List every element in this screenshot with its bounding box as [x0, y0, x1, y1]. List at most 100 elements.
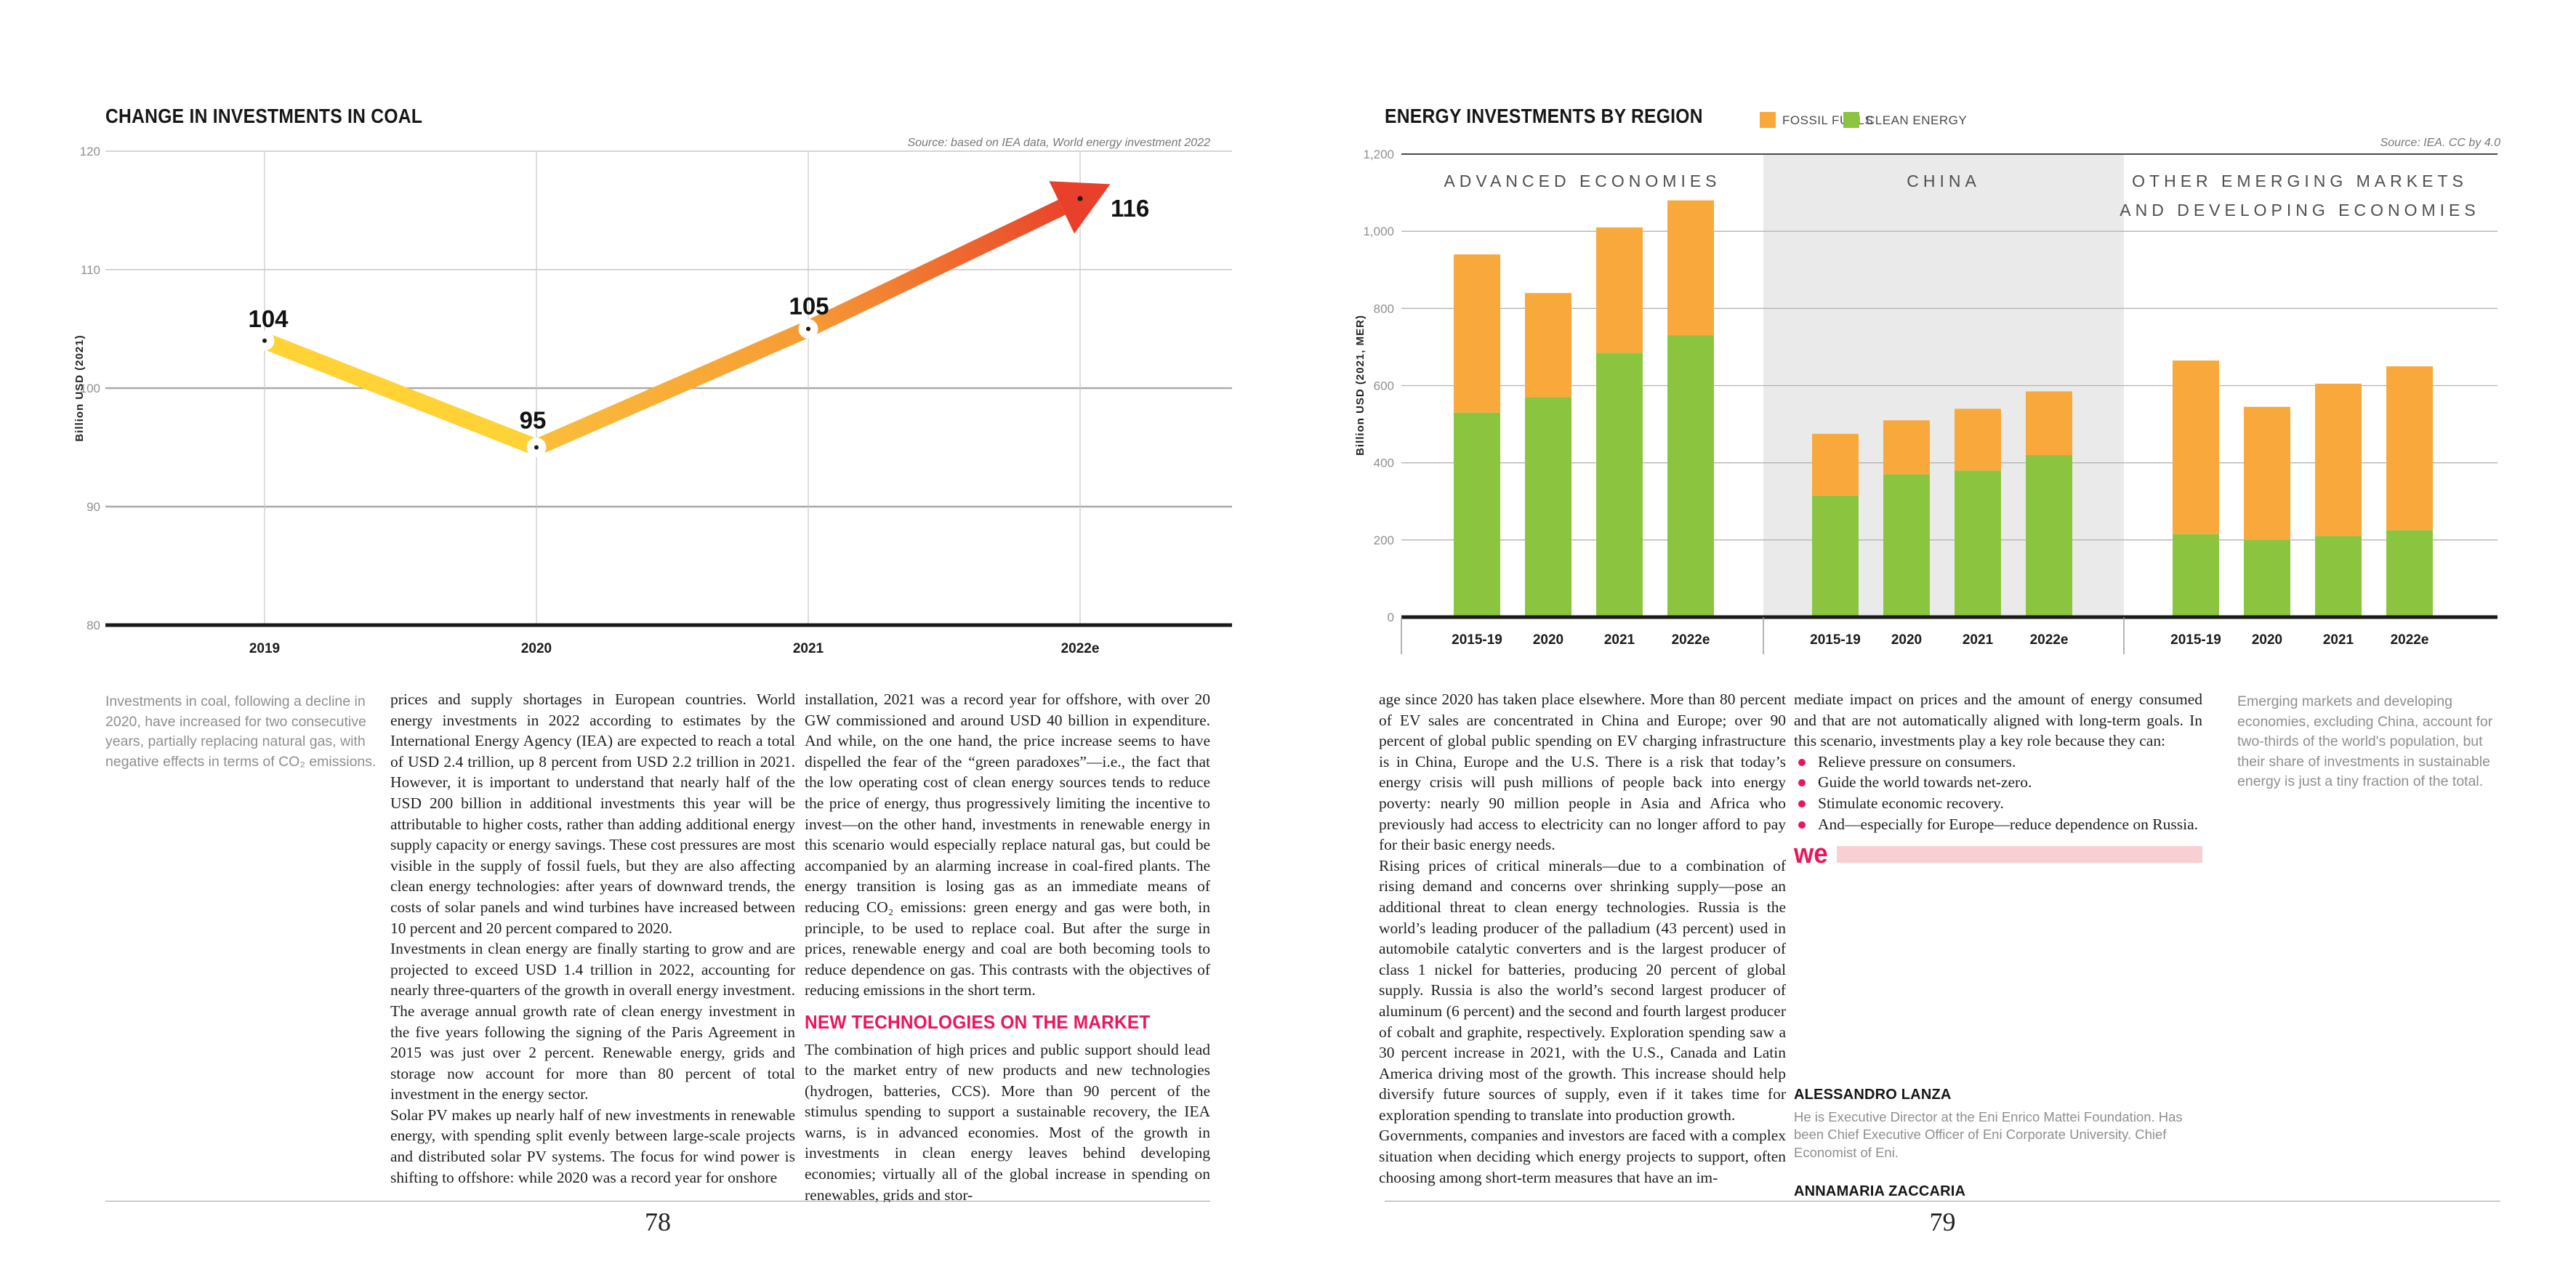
x-tick-label: 2015-19	[2170, 632, 2221, 648]
value-label: 116	[1111, 195, 1149, 222]
author: ANNAMARIA ZACCARIA Researcher at the Eni…	[1794, 1181, 2202, 1202]
group-label: CHINA	[1907, 172, 1981, 190]
coal-chart-source: Source: based on IEA data, World energy …	[907, 137, 1210, 149]
bar-fossil-fuels	[1454, 254, 1500, 413]
author-name: ALESSANDRO LANZA	[1794, 1087, 1952, 1103]
sidebar-note-emerging: Emerging markets and developing economie…	[2237, 693, 2493, 789]
group-label: AND DEVELOPING ECONOMIES	[2120, 201, 2479, 220]
footer-rule	[105, 1201, 1210, 1202]
text-column-1: prices and supply shortages in European …	[390, 689, 795, 1202]
x-tick-label: 2020	[521, 641, 552, 656]
bar-clean-energy	[1525, 397, 1571, 617]
data-marker-end	[1077, 196, 1083, 201]
x-tick-label: 2021	[2323, 632, 2354, 648]
bar-clean-energy	[1454, 412, 1500, 617]
y-tick-label: 100	[80, 382, 100, 395]
x-tick-label: 2022e	[2030, 632, 2069, 648]
bar-fossil-fuels	[2026, 391, 2072, 456]
x-tick-label: 2022e	[1672, 632, 1710, 648]
group-label: ADVANCED ECONOMIES	[1444, 172, 1720, 190]
x-tick-label: 2021	[793, 641, 824, 656]
segment-2020-2021	[528, 321, 817, 456]
page-number-79: 79	[1929, 1207, 1956, 1236]
value-label: 105	[789, 293, 829, 320]
list-item: And—especially for Europe—reduce depende…	[1794, 814, 2202, 835]
bar-clean-energy	[1596, 353, 1643, 617]
region-chart-source: Source: IEA. CC by 4.0	[2380, 137, 2500, 149]
paragraph: Investments in clean energy are finally …	[390, 940, 795, 1103]
bar-fossil-fuels	[1596, 227, 1643, 353]
pullquote-word: we	[1794, 839, 1828, 870]
pullquote-start: we	[1794, 840, 2202, 868]
paragraph: Governments, companies and investors are…	[1379, 1127, 1786, 1186]
footer-rule	[1385, 1201, 2500, 1202]
coal-line-chart: 80 90 100 110 120 2019 2020 2021 2022e 104 95 105 11…	[73, 145, 1232, 656]
legend-swatch	[1843, 112, 1859, 128]
x-tick-label: 2021	[1604, 632, 1635, 648]
bar-clean-energy	[2386, 530, 2433, 617]
bar-fossil-fuels	[2244, 406, 2290, 540]
bar-clean-energy	[2173, 534, 2219, 617]
y-tick-label: 200	[1374, 534, 1394, 547]
legend-label: FOSSIL FUELS	[1782, 113, 1873, 127]
arrow-head-icon	[1049, 181, 1111, 234]
y-tick-label: 120	[80, 145, 100, 158]
list-item: Guide the world towards net-zero.	[1794, 772, 2202, 793]
y-tick-label: 80	[86, 619, 100, 632]
bar-clean-energy	[2244, 539, 2290, 617]
paragraph: installation, 2021 was a record year for…	[805, 691, 1210, 999]
author-name: ANNAMARIA ZACCARIA	[1794, 1183, 1966, 1200]
text-column-2: installation, 2021 was a record year for…	[805, 689, 1210, 1202]
y-tick-label: 800	[1374, 302, 1394, 315]
x-tick-label: 2015-19	[1452, 632, 1502, 648]
bar-clean-energy	[1955, 470, 2001, 617]
x-tick-label: 2020	[2252, 632, 2282, 648]
paragraph: Solar PV makes up nearly half of new inv…	[390, 1106, 795, 1186]
group-label: OTHER EMERGING MARKETS	[2132, 172, 2468, 190]
bar-clean-energy	[1667, 335, 1714, 617]
x-tick-label: 2022e	[1061, 641, 1100, 656]
bar-clean-energy	[2026, 455, 2072, 617]
paragraph: age since 2020 has taken place elsewhere…	[1379, 691, 1786, 854]
author: ALESSANDRO LANZA He is Executive Directo…	[1794, 1084, 2202, 1162]
x-tick-label: 2015-19	[1810, 632, 1861, 648]
paragraph: Rising prices of critical minerals—due t…	[1379, 856, 1786, 1124]
bar-fossil-fuels	[2173, 360, 2219, 534]
x-tick-label: 2022e	[2391, 632, 2429, 648]
y-tick-label: 1,200	[1363, 148, 1394, 161]
bar-fossil-fuels	[1667, 200, 1714, 336]
y-tick-label: 90	[86, 500, 100, 514]
sidebar-note-coal: Investments in coal, following a decline…	[105, 693, 377, 770]
y-axis-title: Billion USD (2021, MER)	[1354, 315, 1367, 456]
y-tick-label: 600	[1374, 379, 1394, 393]
y-tick-label: 400	[1374, 456, 1394, 470]
list-item: Relieve pressure on consumers.	[1794, 752, 2202, 773]
y-tick-label: 110	[81, 263, 100, 277]
bar-fossil-fuels	[2386, 366, 2433, 531]
legend-label: CLEAN ENERGY	[1866, 113, 1967, 127]
bar-fossil-fuels	[1525, 293, 1571, 398]
text-column-3: age since 2020 has taken place elsewhere…	[1379, 689, 1786, 1202]
page-number-78: 78	[645, 1207, 671, 1236]
x-tick-label: 2020	[1891, 632, 1922, 648]
key-role-list: Relieve pressure on consumers. Guide the…	[1794, 752, 2202, 834]
legend-swatch	[1760, 112, 1776, 128]
region-bar-chart: 0 200 400 600 800 1,000 1,200 ADVANCED ECONOMIE…	[1354, 112, 2497, 654]
pullquote-highlight-band	[1836, 845, 2202, 863]
value-label: 95	[520, 407, 547, 434]
text-column-4: mediate impact on prices and the amount …	[1794, 689, 2202, 1202]
x-tick-label: 2020	[1533, 632, 1563, 648]
bar-clean-energy	[1812, 495, 1859, 617]
bar-fossil-fuels	[2315, 383, 2362, 536]
bar-clean-energy	[1883, 474, 1930, 617]
segment-2021-2022	[805, 199, 1066, 337]
paragraph: The combination of high prices and publi…	[805, 1040, 1210, 1203]
value-label: 104	[248, 305, 289, 332]
x-tick-label: 2019	[249, 641, 280, 656]
y-axis-title: Billion USD (2021)	[73, 334, 86, 441]
bar-fossil-fuels	[1812, 433, 1859, 496]
bar-fossil-fuels	[1955, 408, 2001, 471]
list-item: Stimulate economic recovery.	[1794, 793, 2202, 814]
x-tick-label: 2021	[1963, 632, 1994, 648]
